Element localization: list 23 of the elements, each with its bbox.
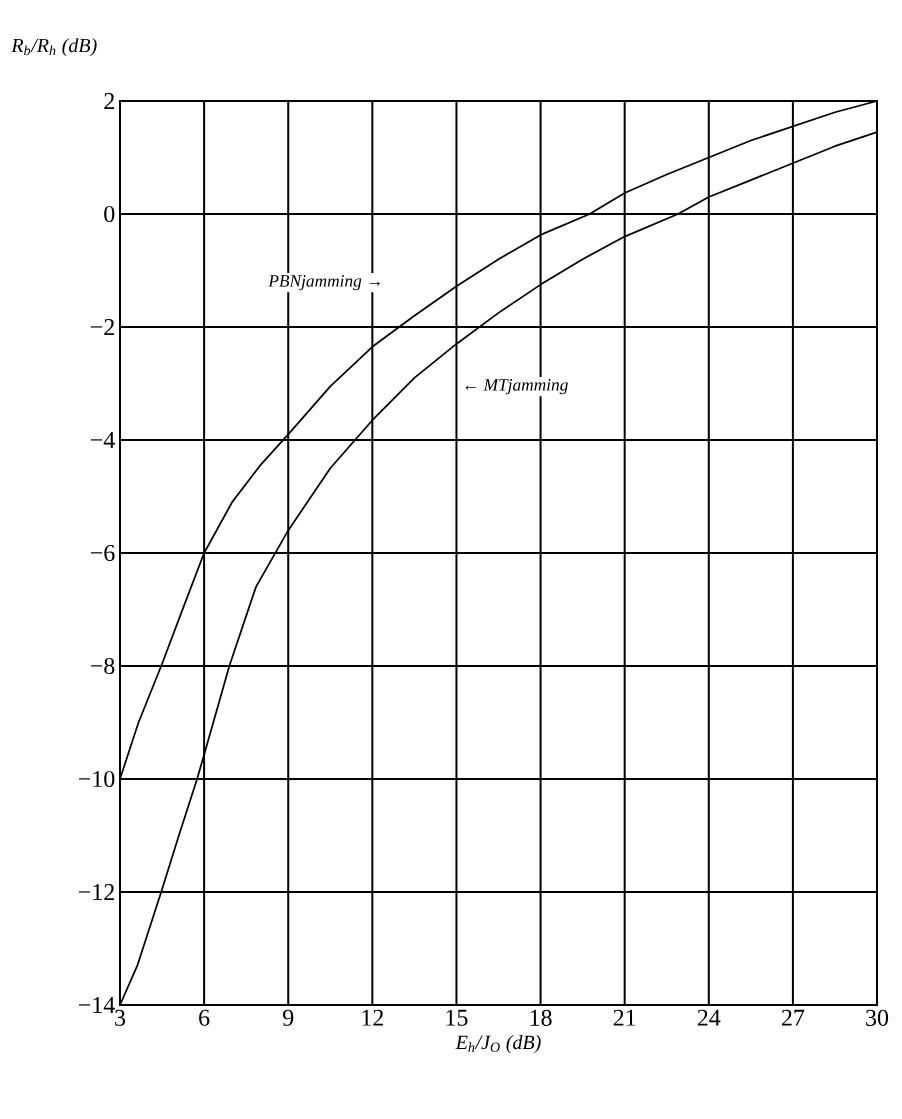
y-tick-label: −2 xyxy=(90,319,114,335)
x-tick-label: 24 xyxy=(697,1009,721,1026)
x-tick-label: 21 xyxy=(613,1009,636,1026)
x-tick-label: 9 xyxy=(283,1009,294,1026)
y-tick-label: −10 xyxy=(78,770,115,788)
y-tick-label: 2 xyxy=(104,93,114,109)
x-axis-title: E$_{h}$/J$_{O}$ (dB) xyxy=(455,1035,541,1054)
x-tick-label: 27 xyxy=(781,1009,805,1026)
y-tick-label: −12 xyxy=(78,884,114,900)
x-tick-label: 30 xyxy=(866,1009,889,1026)
x-tick-label: 3 xyxy=(115,1009,126,1026)
x-tick-label: 12 xyxy=(362,1009,384,1026)
y-axis-title: R$_{b}$/R$_{h}$ (dB) xyxy=(11,38,97,57)
x-tick-label: 15 xyxy=(446,1009,468,1026)
y-tick-label: 0 xyxy=(104,205,115,223)
y-tick-label: −8 xyxy=(90,657,115,675)
x-tick-label: 6 xyxy=(199,1009,210,1026)
annotation: ← MTjamming xyxy=(465,379,568,395)
x-tick-label: 18 xyxy=(530,1009,552,1026)
y-tick-label: −4 xyxy=(90,432,115,448)
y-tick-label: −14 xyxy=(78,997,115,1013)
y-tick-label: −6 xyxy=(90,544,115,562)
annotation: PBNjamming → xyxy=(268,275,380,291)
